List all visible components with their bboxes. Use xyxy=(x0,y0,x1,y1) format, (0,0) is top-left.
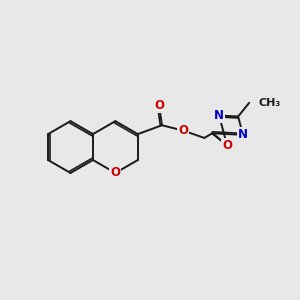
Text: O: O xyxy=(110,167,120,179)
Text: O: O xyxy=(154,99,164,112)
Text: O: O xyxy=(178,124,188,137)
Text: CH₃: CH₃ xyxy=(258,98,280,108)
Text: O: O xyxy=(222,139,232,152)
Text: N: N xyxy=(238,128,248,141)
Text: N: N xyxy=(214,109,224,122)
